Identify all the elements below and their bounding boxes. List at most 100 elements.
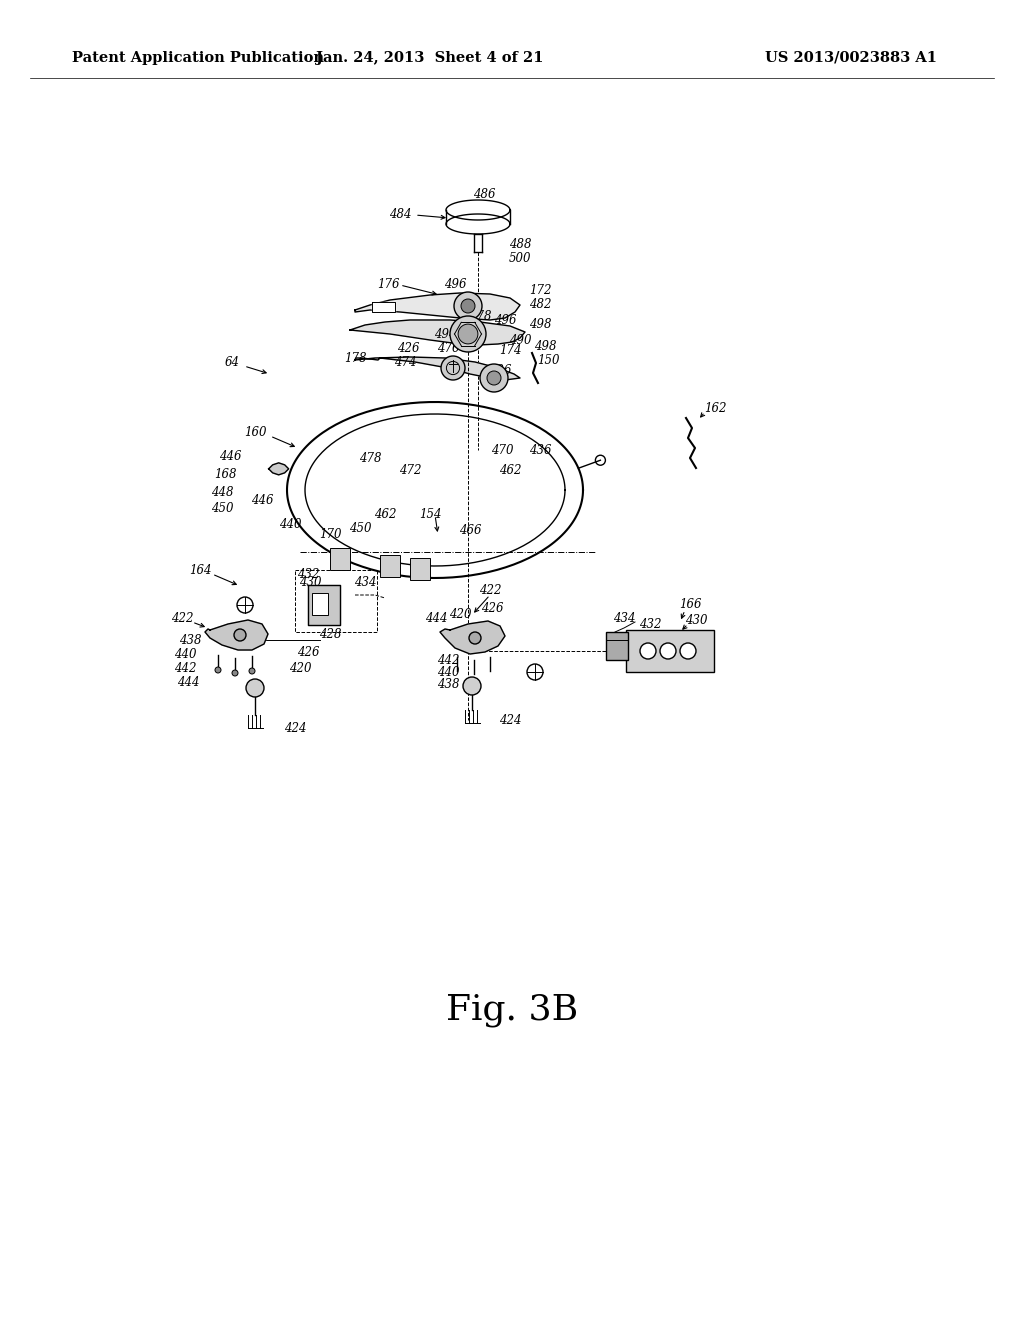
Text: 488: 488 <box>509 238 531 251</box>
Circle shape <box>640 643 656 659</box>
Text: 476: 476 <box>437 342 459 355</box>
Text: 498: 498 <box>534 339 556 352</box>
Bar <box>330 548 350 570</box>
Text: 420: 420 <box>449 609 471 622</box>
Text: 422: 422 <box>171 611 194 624</box>
Text: 496: 496 <box>494 314 516 326</box>
Bar <box>606 632 628 660</box>
Text: 64: 64 <box>224 355 240 368</box>
Circle shape <box>450 315 486 352</box>
Text: 440: 440 <box>279 519 301 532</box>
Polygon shape <box>205 620 268 649</box>
Text: 178: 178 <box>344 351 367 364</box>
Text: 426: 426 <box>396 342 419 355</box>
Circle shape <box>480 364 508 392</box>
Text: 484: 484 <box>389 209 412 222</box>
Text: 426: 426 <box>297 645 319 659</box>
Circle shape <box>660 643 676 659</box>
Text: 494: 494 <box>434 327 457 341</box>
Text: 172: 172 <box>528 284 551 297</box>
Text: 442: 442 <box>174 661 197 675</box>
Text: 498: 498 <box>528 318 551 331</box>
Text: 450: 450 <box>211 502 233 515</box>
Text: 474: 474 <box>394 355 416 368</box>
Text: 440: 440 <box>437 665 459 678</box>
Text: 428: 428 <box>318 628 341 642</box>
Text: 462: 462 <box>374 508 396 521</box>
Text: 174: 174 <box>499 343 521 356</box>
Text: 450: 450 <box>349 521 372 535</box>
Text: 462: 462 <box>499 463 521 477</box>
Text: 466: 466 <box>459 524 481 536</box>
Text: 436: 436 <box>528 444 551 457</box>
Text: Fig. 3B: Fig. 3B <box>445 993 579 1027</box>
Text: 432: 432 <box>297 569 319 582</box>
Text: 160: 160 <box>244 425 266 438</box>
Text: 162: 162 <box>703 401 726 414</box>
Circle shape <box>487 371 501 385</box>
Polygon shape <box>355 293 520 319</box>
Text: 496: 496 <box>443 279 466 292</box>
Text: 164: 164 <box>188 564 211 577</box>
Polygon shape <box>372 302 395 312</box>
Text: 490: 490 <box>509 334 531 346</box>
Text: 428: 428 <box>479 634 502 647</box>
Text: 170: 170 <box>318 528 341 541</box>
Text: 168: 168 <box>214 467 237 480</box>
Text: 430: 430 <box>299 576 322 589</box>
Circle shape <box>463 677 481 696</box>
Text: 500: 500 <box>509 252 531 264</box>
Text: 438: 438 <box>179 634 202 647</box>
Polygon shape <box>355 356 520 380</box>
Text: 448: 448 <box>211 486 233 499</box>
Polygon shape <box>350 319 525 345</box>
Text: 470: 470 <box>490 444 513 457</box>
Text: 440: 440 <box>174 648 197 661</box>
Text: 478: 478 <box>358 451 381 465</box>
Text: 438: 438 <box>437 678 459 692</box>
Circle shape <box>680 643 696 659</box>
Text: 424: 424 <box>284 722 306 734</box>
Text: 444: 444 <box>425 611 447 624</box>
Text: 422: 422 <box>479 583 502 597</box>
Circle shape <box>215 667 221 673</box>
Text: 430: 430 <box>685 614 708 627</box>
Text: 482: 482 <box>528 297 551 310</box>
Text: 166: 166 <box>679 598 701 611</box>
Text: 426: 426 <box>488 363 511 376</box>
Circle shape <box>234 630 246 642</box>
Text: 176: 176 <box>377 279 399 292</box>
Bar <box>626 630 714 672</box>
Bar <box>312 593 328 615</box>
Text: Jan. 24, 2013  Sheet 4 of 21: Jan. 24, 2013 Sheet 4 of 21 <box>316 50 544 65</box>
Text: 426: 426 <box>480 602 503 615</box>
Text: 432: 432 <box>639 619 662 631</box>
Bar <box>295 570 377 632</box>
Bar <box>410 558 430 579</box>
Circle shape <box>461 300 475 313</box>
Text: Patent Application Publication: Patent Application Publication <box>72 50 324 65</box>
Circle shape <box>246 678 264 697</box>
Text: 446: 446 <box>251 494 273 507</box>
Circle shape <box>454 292 482 319</box>
Text: 154: 154 <box>419 508 441 521</box>
Text: 434: 434 <box>353 576 376 589</box>
Text: 420: 420 <box>289 661 311 675</box>
Circle shape <box>232 671 238 676</box>
Circle shape <box>458 325 478 345</box>
Circle shape <box>441 356 465 380</box>
Text: 486: 486 <box>473 189 496 202</box>
Text: 424: 424 <box>499 714 521 726</box>
Text: 434: 434 <box>612 611 635 624</box>
Text: 472: 472 <box>398 463 421 477</box>
Polygon shape <box>268 463 289 475</box>
Circle shape <box>469 632 481 644</box>
Bar <box>380 554 400 577</box>
Text: 444: 444 <box>177 676 200 689</box>
Polygon shape <box>308 585 340 624</box>
Polygon shape <box>440 620 505 653</box>
Text: 178: 178 <box>469 309 492 322</box>
Circle shape <box>249 668 255 675</box>
Text: 442: 442 <box>437 653 459 667</box>
Text: 150: 150 <box>537 354 559 367</box>
